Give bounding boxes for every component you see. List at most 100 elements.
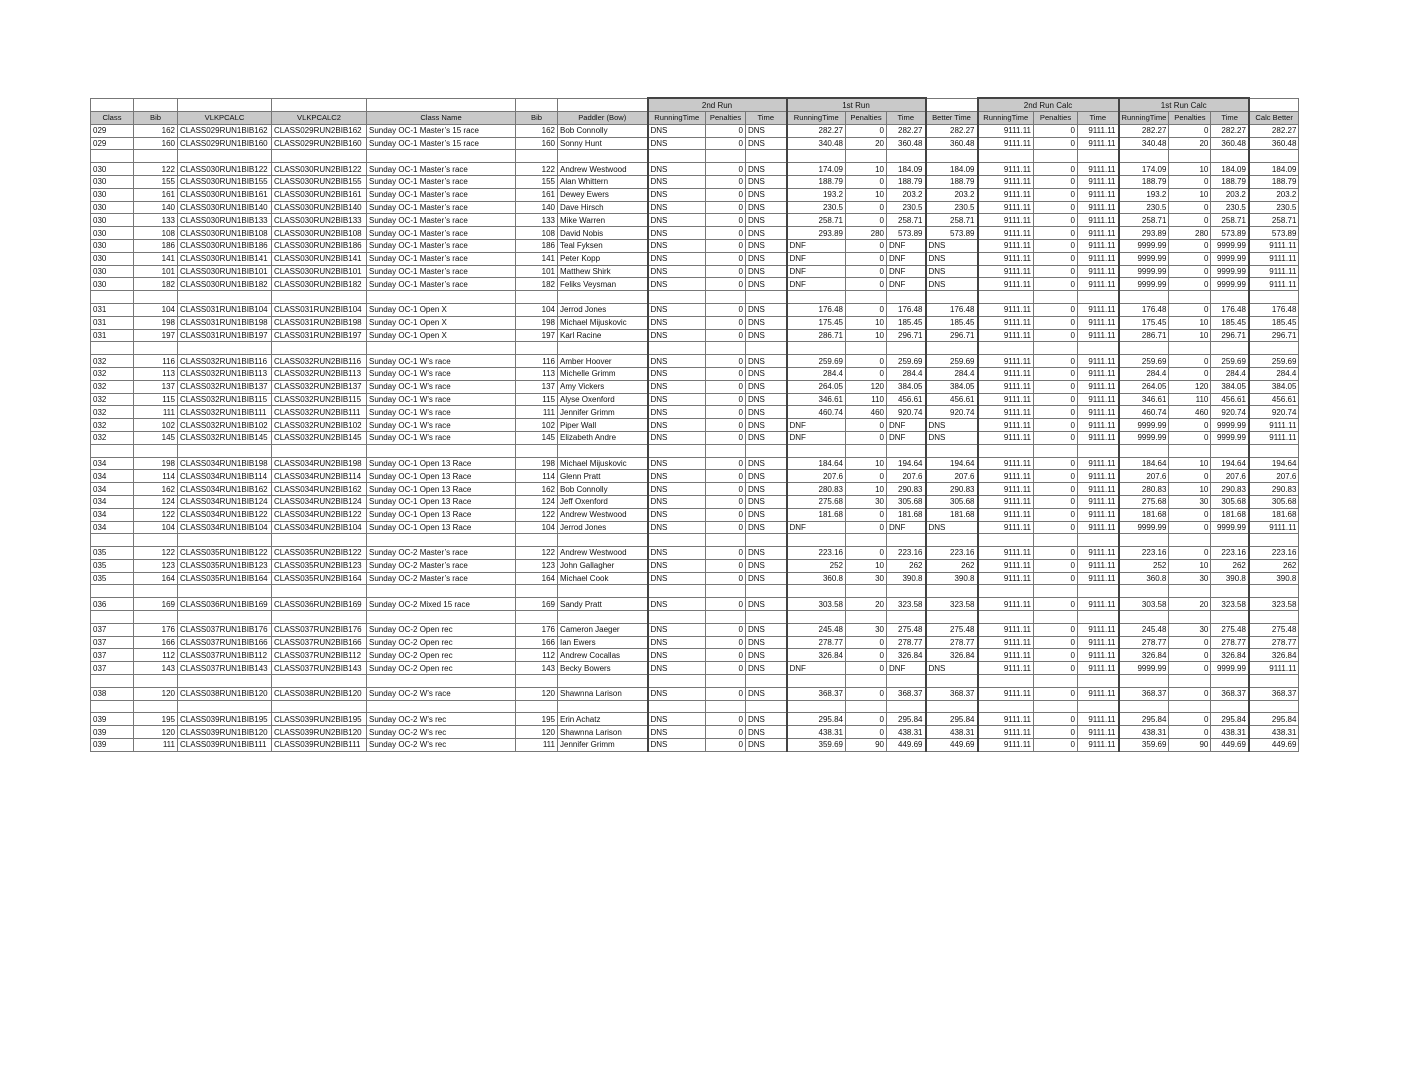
run2-time-cell[interactable]: DNS <box>745 571 787 586</box>
calc2-penalties-cell[interactable]: 0 <box>1033 712 1078 727</box>
class-cell[interactable]: 031 <box>90 315 134 330</box>
class-cell[interactable]: 035 <box>90 546 134 560</box>
paddler-cell[interactable]: Bob Connolly <box>557 482 648 496</box>
bib-cell[interactable]: 155 <box>133 174 178 189</box>
calc2-running-time-cell[interactable] <box>976 290 1034 304</box>
calc2-penalties-cell[interactable]: 0 <box>1033 123 1078 138</box>
paddler-cell[interactable]: Becky Bowers <box>557 661 648 676</box>
run1-penalties-cell[interactable] <box>845 149 887 164</box>
calc2-running-time-cell[interactable]: 9111.11 <box>976 597 1034 612</box>
calc1-time-cell[interactable] <box>1210 699 1250 714</box>
run2-penalties-cell[interactable]: 0 <box>705 251 746 266</box>
bib2-cell[interactable]: 124 <box>515 494 558 509</box>
run2-penalties-cell[interactable]: 0 <box>705 546 746 560</box>
calc2-time-cell[interactable] <box>1077 584 1119 599</box>
run2-penalties-cell[interactable] <box>705 610 746 624</box>
calc-better-cell[interactable]: 9111.11 <box>1247 277 1300 292</box>
run2-penalties-cell[interactable]: 0 <box>705 213 746 228</box>
class-name-cell[interactable]: Sunday OC-1 Master’s race <box>366 200 516 215</box>
class-name-cell[interactable]: Sunday OC-1 Open 13 Race <box>366 520 516 535</box>
calc-better-cell[interactable]: 188.79 <box>1247 174 1300 189</box>
bib2-cell[interactable]: 198 <box>515 456 558 471</box>
calc2-penalties-cell[interactable]: 0 <box>1033 213 1078 228</box>
vlkpcalc-cell[interactable]: CLASS031RUN1BIB197 <box>177 328 272 343</box>
calc2-running-time-cell[interactable]: 9111.11 <box>976 648 1034 663</box>
calc1-running-time-cell[interactable]: 252 <box>1117 558 1170 573</box>
class-cell[interactable] <box>90 290 134 304</box>
better-time-cell[interactable] <box>924 584 978 599</box>
bib-cell[interactable] <box>133 610 178 624</box>
calc2-running-time-cell[interactable]: 9111.11 <box>976 661 1034 676</box>
run1-time-cell[interactable] <box>886 674 926 688</box>
class-name-cell[interactable]: Sunday OC-1 W’s race <box>366 366 516 381</box>
run2-time-cell[interactable] <box>745 149 787 164</box>
class-cell[interactable]: 032 <box>90 430 134 445</box>
run2-penalties-cell[interactable] <box>705 443 746 458</box>
vlkpcalc-cell[interactable]: CLASS034RUN1BIB198 <box>177 456 272 471</box>
class-cell[interactable]: 035 <box>90 571 134 586</box>
calc2-penalties-cell[interactable] <box>1033 533 1078 548</box>
run1-time-cell[interactable]: 194.64 <box>886 456 926 471</box>
bib-cell[interactable]: 145 <box>133 430 178 445</box>
calc2-penalties-cell[interactable]: 0 <box>1033 302 1078 317</box>
paddler-cell[interactable] <box>557 290 648 304</box>
vlkpcalc2-cell[interactable]: CLASS039RUN2BIB111 <box>271 738 367 752</box>
calc2-penalties-cell[interactable]: 0 <box>1033 392 1078 407</box>
calc1-time-cell[interactable]: 258.71 <box>1210 213 1250 228</box>
bib-cell[interactable] <box>133 149 178 164</box>
calc1-time-cell[interactable]: 185.45 <box>1210 315 1250 330</box>
better-time-cell[interactable]: 207.6 <box>924 469 978 484</box>
run2-penalties-cell[interactable]: 0 <box>705 405 746 420</box>
run2-running-time-cell[interactable] <box>646 341 706 356</box>
class-name-cell[interactable] <box>366 443 516 458</box>
run2-time-cell[interactable]: DNS <box>745 315 787 330</box>
calc2-penalties-cell[interactable]: 0 <box>1033 648 1078 663</box>
vlkpcalc2-cell[interactable]: CLASS032RUN2BIB145 <box>271 430 367 445</box>
vlkpcalc2-cell[interactable]: CLASS035RUN2BIB122 <box>271 546 367 560</box>
paddler-cell[interactable]: Bob Connolly <box>557 123 648 138</box>
calc1-running-time-cell[interactable] <box>1117 699 1170 714</box>
calc1-penalties-cell[interactable]: 0 <box>1168 238 1212 253</box>
better-time-cell[interactable]: 326.84 <box>924 648 978 663</box>
run1-running-time-cell[interactable]: DNF <box>785 238 846 253</box>
run2-time-cell[interactable]: DNS <box>745 494 787 509</box>
calc-better-cell[interactable]: 9111.11 <box>1247 430 1300 445</box>
bib-cell[interactable]: 123 <box>133 558 178 573</box>
bib-cell[interactable]: 102 <box>133 418 178 432</box>
calc2-running-time-cell[interactable] <box>976 584 1034 599</box>
bib2-cell[interactable]: 162 <box>515 482 558 496</box>
run2-running-time-cell[interactable]: DNS <box>646 456 706 471</box>
calc2-running-time-cell[interactable]: 9111.11 <box>976 187 1034 202</box>
calc1-time-cell[interactable]: 230.5 <box>1210 200 1250 215</box>
run1-time-cell[interactable]: 207.6 <box>886 469 926 484</box>
paddler-cell[interactable]: Teal Fyksen <box>557 238 648 253</box>
calc1-penalties-cell[interactable]: 20 <box>1168 136 1212 151</box>
run1-time-cell[interactable] <box>886 149 926 164</box>
run1-time-cell[interactable]: 176.48 <box>886 302 926 317</box>
vlkpcalc2-cell[interactable]: CLASS034RUN2BIB198 <box>271 456 367 471</box>
better-time-cell[interactable] <box>924 443 978 458</box>
calc-better-cell[interactable]: 258.71 <box>1247 213 1300 228</box>
calc-better-cell[interactable]: 9111.11 <box>1247 251 1300 266</box>
calc1-penalties-cell[interactable]: 280 <box>1168 226 1212 240</box>
class-cell[interactable]: 034 <box>90 456 134 471</box>
calc-better-cell[interactable]: 282.27 <box>1247 123 1300 138</box>
class-cell[interactable]: 034 <box>90 507 134 522</box>
calc2-running-time-cell[interactable]: 9111.11 <box>976 226 1034 240</box>
column-header-run1-running-time[interactable]: RunningTime <box>785 111 846 125</box>
run2-penalties-cell[interactable]: 0 <box>705 315 746 330</box>
class-cell[interactable]: 030 <box>90 162 134 176</box>
bib2-cell[interactable]: 108 <box>515 226 558 240</box>
run2-running-time-cell[interactable] <box>646 674 706 688</box>
vlkpcalc2-cell[interactable]: CLASS039RUN2BIB195 <box>271 712 367 727</box>
run2-running-time-cell[interactable]: DNS <box>646 546 706 560</box>
calc1-time-cell[interactable]: 573.89 <box>1210 226 1250 240</box>
bib-cell[interactable]: 197 <box>133 328 178 343</box>
calc2-penalties-cell[interactable] <box>1033 584 1078 599</box>
bib2-cell[interactable]: 102 <box>515 418 558 432</box>
run2-time-cell[interactable]: DNS <box>745 251 787 266</box>
run1-time-cell[interactable]: 305.68 <box>886 494 926 509</box>
calc-better-cell[interactable]: 456.61 <box>1247 392 1300 407</box>
class-name-cell[interactable]: Sunday OC-1 Master’s 15 race <box>366 136 516 151</box>
calc1-time-cell[interactable]: 920.74 <box>1210 405 1250 420</box>
